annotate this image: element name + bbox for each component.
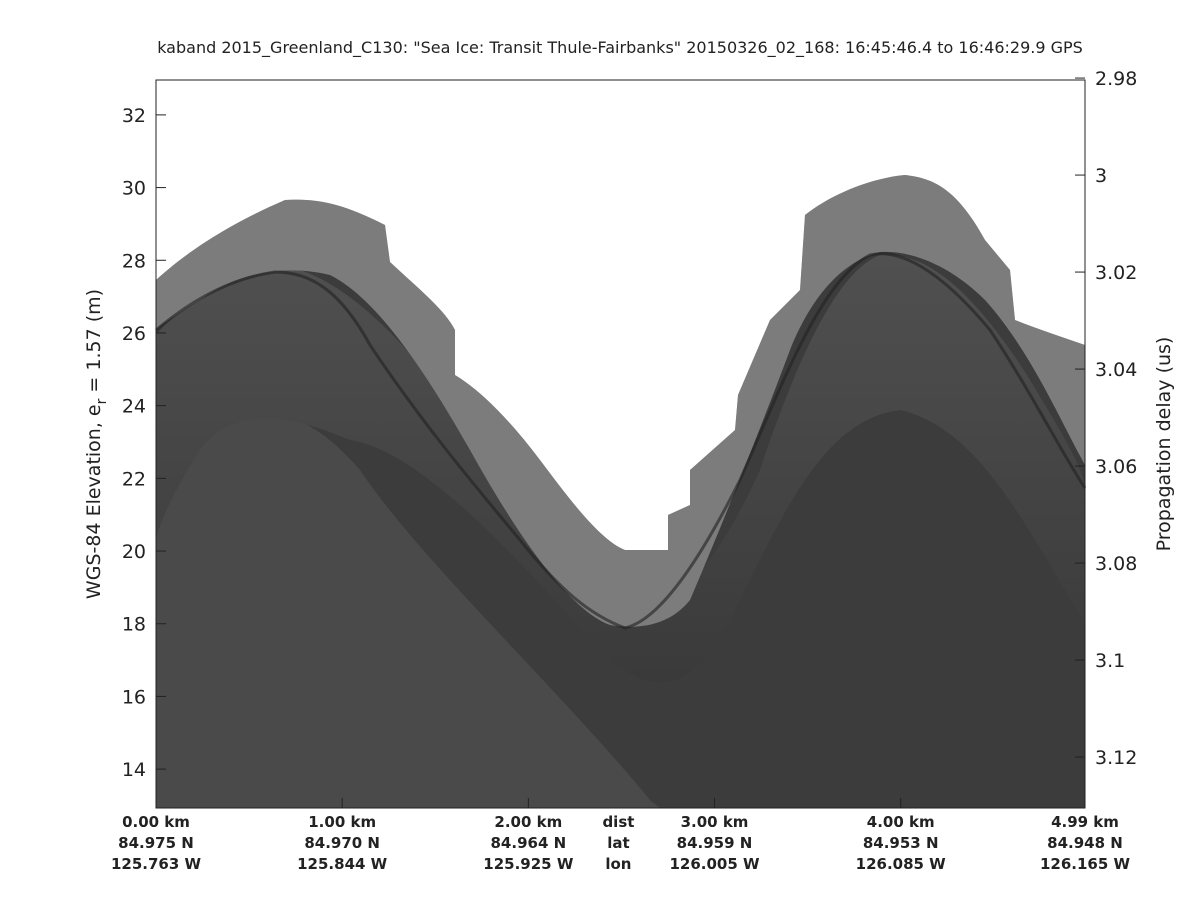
y2-tick-label: 3.04 xyxy=(1095,359,1137,381)
lon-label: 125.844 W xyxy=(297,855,388,873)
x-tick-label: 4.00 km xyxy=(867,813,935,831)
y-tick-label: 26 xyxy=(122,323,146,345)
y2-tick-label: 3.1 xyxy=(1095,650,1125,672)
x-tick-label: 0.00 km xyxy=(122,813,190,831)
y-tick-label: 14 xyxy=(122,759,146,781)
lon-label: 126.005 W xyxy=(669,855,760,873)
lon-label: 125.763 W xyxy=(111,855,202,873)
y-tick-label: 24 xyxy=(122,396,146,418)
plot-frame xyxy=(155,79,1086,809)
chart-title: kaband 2015_Greenland_C130: "Sea Ice: Tr… xyxy=(157,38,1083,58)
y2-axis-label: Propagation delay (us) xyxy=(1153,337,1175,552)
y-axis-label-sub: r xyxy=(94,398,110,404)
lon-label: 126.085 W xyxy=(856,855,947,873)
x-tick-label: 1.00 km xyxy=(308,813,376,831)
row-name: lon xyxy=(605,855,631,873)
lon-label: 126.165 W xyxy=(1040,855,1131,873)
y-tick-label: 22 xyxy=(122,468,146,490)
y2-tick-label: 3.02 xyxy=(1095,262,1137,284)
y2-tick-label: 3 xyxy=(1095,165,1107,187)
echogram-image xyxy=(155,80,1087,808)
lat-label: 84.953 N xyxy=(863,834,939,852)
lat-label: 84.948 N xyxy=(1047,834,1123,852)
y-axis-label: WGS-84 Elevation, er = 1.57 (m) xyxy=(83,289,110,599)
y2-tick-label: 2.98 xyxy=(1095,68,1137,90)
y2-tick-label: 3.08 xyxy=(1095,553,1137,575)
x-tick-label: 4.99 km xyxy=(1051,813,1119,831)
row-name: dist xyxy=(602,813,634,831)
lat-label: 84.959 N xyxy=(677,834,753,852)
y-tick-label: 18 xyxy=(122,614,146,636)
y-tick-label: 30 xyxy=(122,178,146,200)
x-tick-label: 2.00 km xyxy=(494,813,562,831)
lon-label: 125.925 W xyxy=(483,855,574,873)
x-tick-label: 3.00 km xyxy=(681,813,749,831)
lat-label: 84.970 N xyxy=(304,834,380,852)
lat-label: 84.964 N xyxy=(491,834,567,852)
y-tick-label: 28 xyxy=(122,250,146,272)
y-tick-label: 32 xyxy=(122,105,146,127)
y-tick-label: 20 xyxy=(122,541,146,563)
y-axis-label-main: WGS-84 Elevation, e xyxy=(83,404,105,599)
y2-tick-label: 3.12 xyxy=(1095,747,1137,769)
y-tick-label: 16 xyxy=(122,686,146,708)
row-name: lat xyxy=(607,834,629,852)
y2-tick-label: 3.06 xyxy=(1095,456,1137,478)
lat-label: 84.975 N xyxy=(118,834,194,852)
y-axis-label-rest: = 1.57 (m) xyxy=(83,289,105,399)
